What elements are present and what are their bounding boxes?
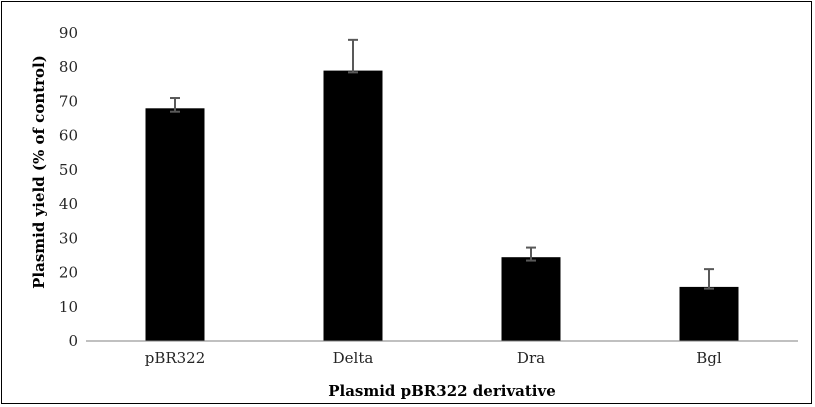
y-tick-labels: 0 10 20 30 40 50 60 70 80 90: [59, 24, 78, 350]
y-tick-label-90: 90: [59, 24, 78, 42]
y-tick-label-60: 60: [59, 127, 78, 145]
bar-bgl: [679, 286, 739, 341]
x-axis-title: Plasmid pBR322 derivative: [328, 382, 556, 400]
error-bar-pbr322: [170, 97, 180, 113]
y-axis-title: Plasmid yield (% of control): [30, 55, 48, 289]
error-bar-bgl: [704, 268, 714, 290]
bar-dra: [501, 257, 561, 341]
y-tick-label-10: 10: [59, 298, 78, 316]
y-tick-label-50: 50: [59, 161, 78, 179]
x-tick-label-dra: Dra: [517, 349, 545, 367]
y-tick-label-30: 30: [59, 229, 78, 247]
y-tick-label-0: 0: [68, 332, 78, 350]
error-bar-delta: [348, 38, 358, 74]
x-tick-label-pbr322: pBR322: [145, 349, 206, 367]
x-tick-label-delta: Delta: [333, 349, 374, 367]
bar-pbr322: [145, 108, 205, 341]
y-tick-label-80: 80: [59, 58, 78, 76]
bars-layer: [145, 70, 739, 341]
y-tick-label-40: 40: [59, 195, 78, 213]
bar-delta: [323, 70, 383, 341]
error-bars-layer: [170, 38, 714, 290]
y-tick-label-20: 20: [59, 264, 78, 282]
x-tick-label-bgl: Bgl: [696, 349, 722, 367]
x-tick-labels: pBR322 Delta Dra Bgl: [145, 349, 722, 367]
y-tick-label-70: 70: [59, 92, 78, 110]
error-bar-dra: [526, 246, 536, 262]
